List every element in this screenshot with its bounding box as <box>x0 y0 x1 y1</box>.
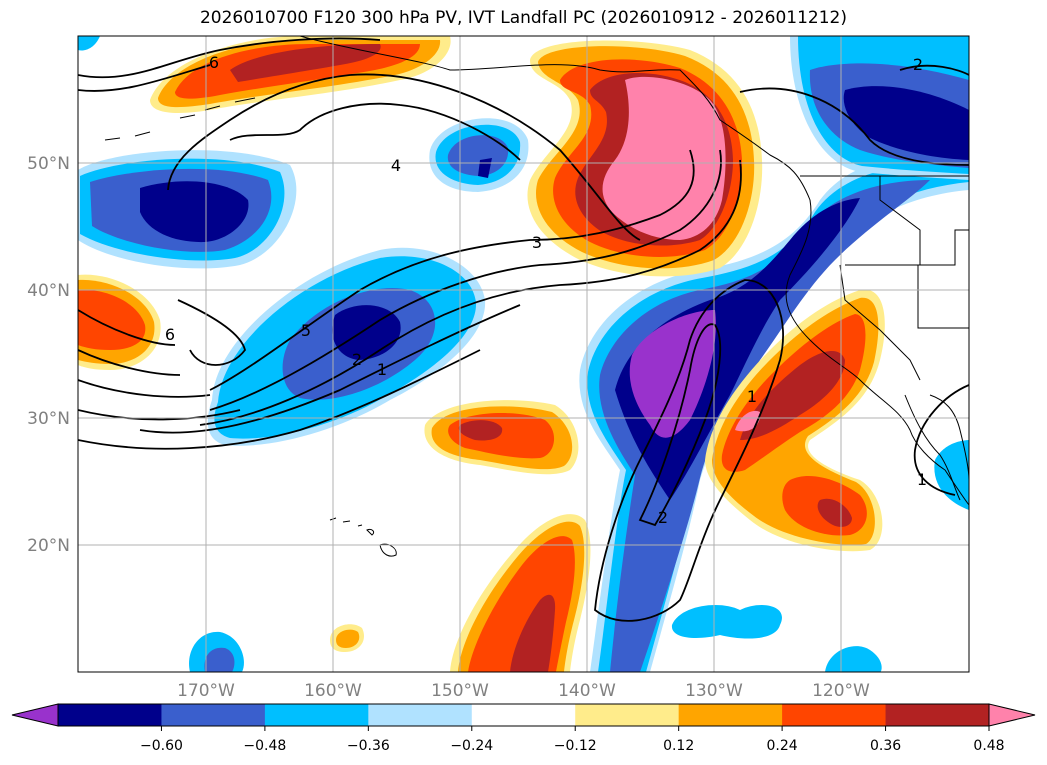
positive-region-south-plume <box>450 514 591 672</box>
positive-region-aleutians <box>150 36 451 113</box>
colorbar-segment <box>264 704 369 726</box>
longitude-labels: 170°W 160°W 150°W 140°W 130°W 120°W <box>177 681 870 701</box>
lon-label: 150°W <box>431 681 489 701</box>
colorbar-tick-label: 0.24 <box>767 738 798 754</box>
contour-label: 2 <box>352 350 362 369</box>
lon-label: 130°W <box>685 681 743 701</box>
field-layer <box>78 36 969 672</box>
contour-label: 5 <box>301 321 311 340</box>
colorbar-extend-min <box>11 703 59 727</box>
contour-label: 4 <box>391 156 401 175</box>
colorbar-segment <box>161 704 266 726</box>
colorbar-tick-label: −0.48 <box>243 738 286 754</box>
lat-label: 50°N <box>27 154 70 174</box>
colorbar-tick-label: −0.24 <box>450 738 493 754</box>
colorbar-tick-label: 0.36 <box>870 738 901 754</box>
contour-label: 3 <box>532 233 542 252</box>
negative-spot-corner <box>78 36 100 51</box>
negative-spot-southwest-core <box>204 647 235 672</box>
contour-label: 1 <box>747 387 757 406</box>
lon-label: 160°W <box>304 681 362 701</box>
negative-spot-southeast <box>825 646 882 672</box>
positive-region-west-edge <box>78 274 161 370</box>
negative-region-west <box>78 150 297 269</box>
negative-spot-south <box>671 605 782 639</box>
colorbar-segment <box>678 704 783 726</box>
lat-label: 40°N <box>27 281 70 301</box>
positive-region-california <box>705 289 885 552</box>
colorbar-tick-label: −0.60 <box>140 738 183 754</box>
lon-label: 170°W <box>177 681 235 701</box>
colorbar: −0.60 −0.48 −0.36 −0.24 −0.12 0.12 0.24 0.36 0.4… <box>11 703 1036 754</box>
colorbar-segment <box>471 704 576 726</box>
contour-label: 6 <box>209 53 219 72</box>
colorbar-segment <box>368 704 473 726</box>
contour-label: 2 <box>913 55 923 74</box>
colorbar-tick-label: 0.12 <box>663 738 694 754</box>
colorbar-frame <box>57 703 990 727</box>
colorbar-tick-label: 0.48 <box>973 738 1004 754</box>
colorbar-segment <box>782 704 887 726</box>
colorbar-tick-label: −0.36 <box>347 738 390 754</box>
contour-label: 1 <box>377 360 387 379</box>
contour-label: 2 <box>658 508 668 527</box>
latitude-labels: 50°N 40°N 30°N 20°N <box>27 154 70 556</box>
positive-spot-small-core <box>336 629 360 648</box>
lat-label: 30°N <box>27 409 70 429</box>
negative-region-subtropical-band <box>207 247 486 446</box>
lon-label: 140°W <box>558 681 616 701</box>
negative-region-north-central <box>429 118 529 192</box>
colorbar-segment <box>58 704 162 726</box>
graticule <box>78 36 969 672</box>
map-title: 2026010700 F120 300 hPa PV, IVT Landfall… <box>199 8 847 28</box>
contour-label: 1 <box>917 470 927 489</box>
lon-label: 120°W <box>812 681 870 701</box>
colorbar-segment <box>885 704 990 726</box>
contour-label: 6 <box>165 325 175 344</box>
colorbar-extend-max <box>988 703 1036 727</box>
lat-label: 20°N <box>27 536 70 556</box>
plot-frame <box>77 35 970 673</box>
positive-region-gulf-of-alaska <box>527 40 763 277</box>
positive-region-subtropical-central <box>424 400 579 475</box>
contour-labels: 2 6 4 3 5 2 1 6 1 2 1 1 <box>165 53 927 527</box>
colorbar-segment <box>575 704 680 726</box>
colorbar-tick-label: −0.12 <box>554 738 597 754</box>
